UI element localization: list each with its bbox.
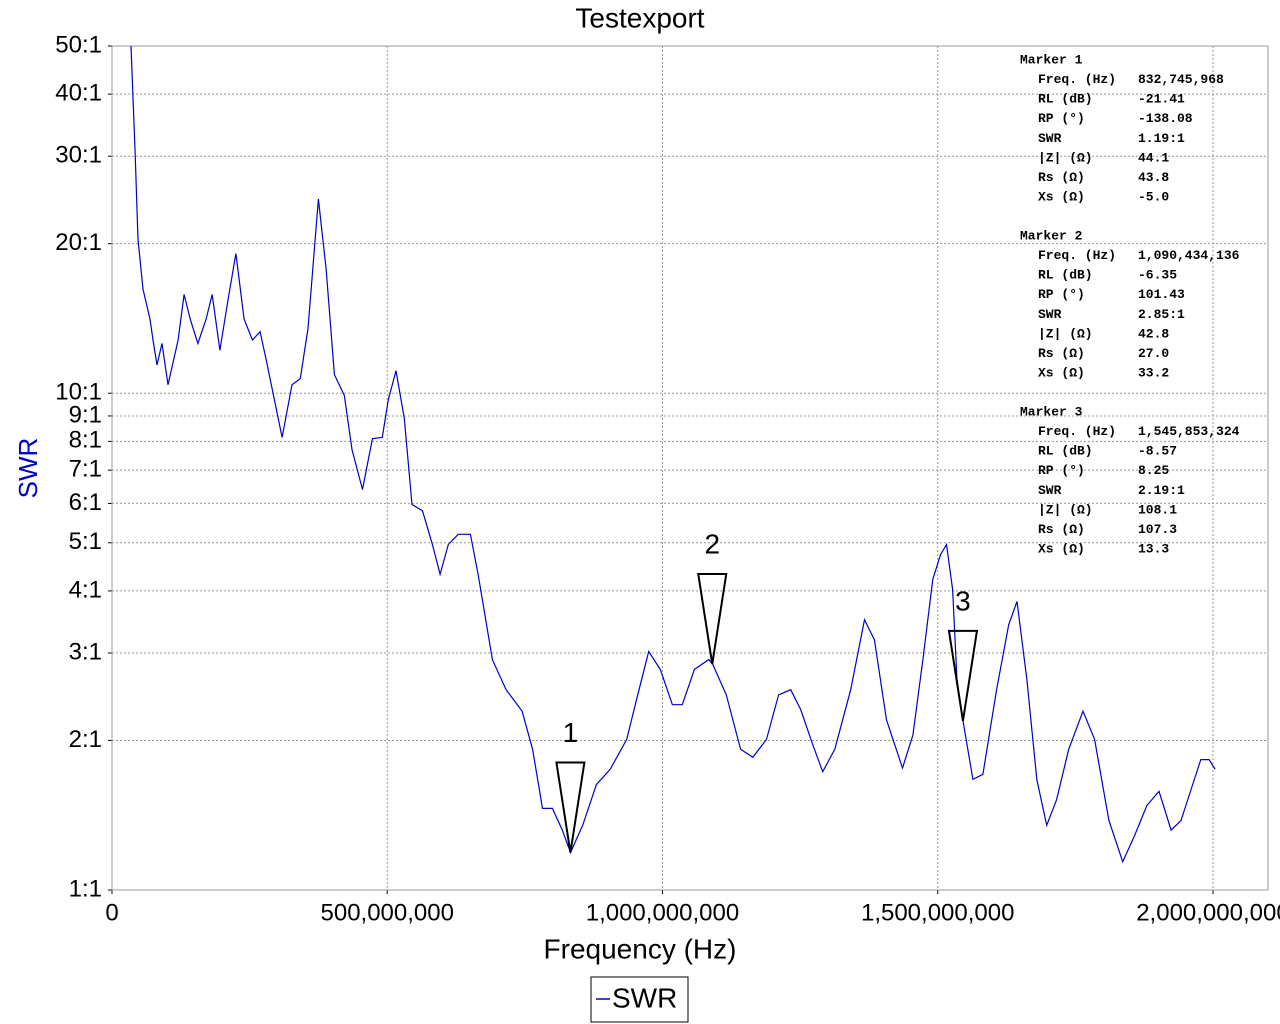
marker-info-value: 43.8 [1138,170,1169,185]
marker-info-key: SWR [1038,131,1062,146]
x-tick-label: 0 [105,899,118,926]
marker-info-value: 1,545,853,324 [1138,424,1240,439]
marker-info-value: 2.19:1 [1138,483,1185,498]
y-tick-label: 40:1 [55,79,102,106]
y-tick-label: 9:1 [69,401,102,428]
legend-box [590,976,689,1023]
marker-label: 3 [955,585,971,616]
marker-info-key: RP (°) [1038,463,1085,478]
marker-info-key: Rs (Ω) [1038,522,1085,537]
y-tick-label: 1:1 [69,875,102,902]
y-tick-label: 50:1 [55,31,102,58]
marker-info-value: -6.35 [1138,268,1177,283]
marker-triangle [947,629,979,722]
marker-info-value: 832,745,968 [1138,72,1224,87]
marker-info-key: |Z| (Ω) [1038,326,1093,341]
marker-label: 2 [704,528,720,559]
marker-info-key: |Z| (Ω) [1038,150,1093,165]
x-tick-label: 2,000,000,000 [1136,899,1280,926]
marker-info-value: 1,090,434,136 [1138,248,1240,263]
marker-info-key: RP (°) [1038,111,1085,126]
y-tick-label: 3:1 [69,638,102,665]
marker-info-value: 27.0 [1138,346,1169,361]
y-tick-label: 8:1 [69,427,102,454]
y-tick-label: 6:1 [69,489,102,516]
marker-info-key: SWR [1038,307,1062,322]
marker-info-key: Xs (Ω) [1038,542,1085,557]
y-tick-label: 30:1 [55,142,102,169]
marker-info-value: 33.2 [1138,366,1169,381]
x-axis-label: Frequency (Hz) [544,933,737,964]
legend-label: SWR [612,982,677,1013]
marker-info-key: |Z| (Ω) [1038,502,1093,517]
marker-info-value: -138.08 [1138,111,1193,126]
marker-info-key: RL (dB) [1038,444,1093,459]
y-tick-label: 4:1 [69,576,102,603]
y-tick-label: 10:1 [55,379,102,406]
marker-info-value: -8.57 [1138,444,1177,459]
marker-info-value: -21.41 [1138,92,1185,107]
marker-info-value: 44.1 [1138,150,1169,165]
x-tick-label: 500,000,000 [321,899,454,926]
marker-info-title: Marker 1 [1020,52,1083,67]
marker-info-value: 1.19:1 [1138,131,1185,146]
marker-info-value: 8.25 [1138,463,1169,478]
marker-info-value: 108.1 [1138,502,1177,517]
marker-info-value: -5.0 [1138,190,1169,205]
marker-info-value: 42.8 [1138,326,1169,341]
y-tick-label: 20:1 [55,229,102,256]
marker-info-key: Freq. (Hz) [1038,72,1116,87]
marker-info-title: Marker 3 [1020,404,1083,419]
marker-info-title: Marker 2 [1020,228,1083,243]
marker-info-value: 107.3 [1138,522,1177,537]
marker-info-key: Rs (Ω) [1038,346,1085,361]
chart-title: Testexport [575,2,704,33]
marker-info-value: 13.3 [1138,542,1169,557]
data-line [130,45,1216,864]
marker-info-key: RP (°) [1038,287,1085,302]
marker-info-key: Freq. (Hz) [1038,424,1116,439]
y-tick-label: 7:1 [69,456,102,483]
marker-info-key: Xs (Ω) [1038,366,1085,381]
marker-triangle [697,573,728,665]
marker-label: 1 [563,717,579,748]
marker-info-key: SWR [1038,483,1062,498]
marker-info-key: RL (dB) [1038,92,1093,107]
marker-info-key: Rs (Ω) [1038,170,1085,185]
x-tick-label: 1,000,000,000 [586,899,739,926]
plot-frame [111,45,1269,891]
y-tick-label: 5:1 [69,528,102,555]
marker-triangle [555,761,586,853]
marker-info-value: 2.85:1 [1138,307,1185,322]
marker-info-key: RL (dB) [1038,268,1093,283]
marker-info-key: Freq. (Hz) [1038,248,1116,263]
marker-info-value: 101.43 [1138,287,1185,302]
y-tick-label: 2:1 [69,726,102,753]
x-tick-label: 1,500,000,000 [861,899,1014,926]
y-axis-label: SWR [13,438,43,499]
marker-info-key: Xs (Ω) [1038,190,1085,205]
